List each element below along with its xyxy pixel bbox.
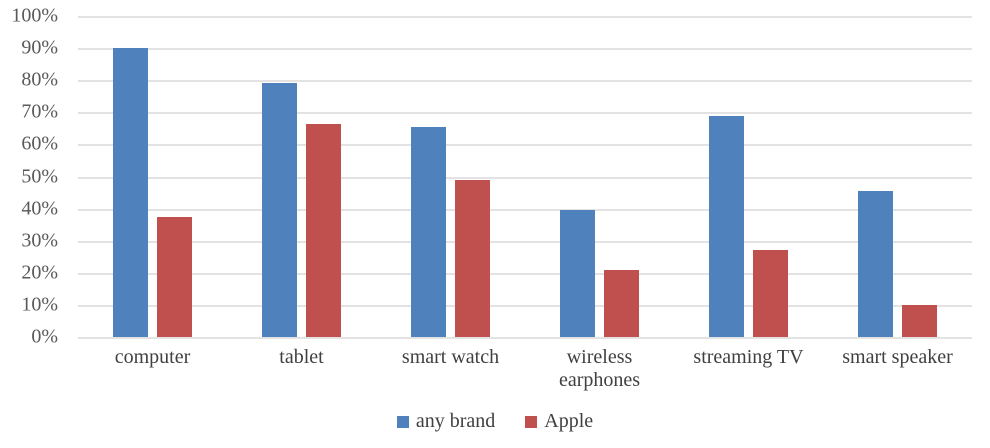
x-axis-category-label: computer <box>114 346 191 368</box>
legend: any brand Apple <box>0 410 990 433</box>
bar-Apple-streaming-TV <box>753 250 788 337</box>
x-axis-category-label: wireless earphones <box>558 346 641 391</box>
gridline <box>78 208 972 211</box>
bar-group-tablet <box>227 16 376 337</box>
x-axis-category-label: tablet <box>279 346 324 368</box>
gridline <box>78 144 972 147</box>
gridline <box>78 240 972 243</box>
y-axis-tick-label: 20% <box>21 261 58 284</box>
legend-label: any brand <box>415 410 496 432</box>
gridline <box>78 337 972 339</box>
bar-any-brand-wireless-earphones <box>560 210 595 337</box>
legend-swatch-icon <box>525 415 538 428</box>
bar-any-brand-computer <box>113 48 148 337</box>
legend-item-Apple: Apple <box>525 410 593 433</box>
y-axis-tick-label: 70% <box>21 100 58 123</box>
bars-layer <box>78 16 972 337</box>
legend-swatch-icon <box>396 415 409 428</box>
bar-group-computer <box>78 16 227 337</box>
x-axis-category-label: streaming TV <box>693 346 804 368</box>
bar-Apple-smart-speaker <box>902 304 937 337</box>
y-axis-tick-label: 80% <box>21 68 58 91</box>
bar-group-smart-speaker <box>823 16 972 337</box>
gridline <box>78 304 972 307</box>
legend-label: Apple <box>544 410 594 432</box>
y-axis-tick-label: 10% <box>21 293 58 316</box>
gridline <box>78 176 972 179</box>
bar-any-brand-tablet <box>262 83 297 337</box>
gridline <box>78 272 972 275</box>
bar-group-wireless-earphones <box>525 16 674 337</box>
gridline <box>78 80 972 83</box>
y-axis-tick-label: 40% <box>21 197 58 220</box>
bar-any-brand-smart-watch <box>411 126 446 337</box>
y-axis-tick-label: 60% <box>21 132 58 155</box>
x-axis-category-label: smart watch <box>401 346 500 368</box>
y-axis-tick-label: 90% <box>21 36 58 59</box>
bar-group-streaming-TV <box>674 16 823 337</box>
legend-item-any-brand: any brand <box>396 410 496 433</box>
gridline <box>78 16 972 18</box>
plot-area <box>78 16 972 339</box>
x-axis: computer tablet smart watch wireless earpho… <box>78 346 972 392</box>
y-axis-tick-label: 50% <box>21 165 58 187</box>
x-axis-category-label: smart speaker <box>842 346 953 368</box>
bar-Apple-smart-watch <box>455 179 490 337</box>
y-axis: 0% 10% 20% 30% 40% 50% 60% 70% 80% 90% 100% <box>0 5 60 348</box>
bar-Apple-wireless-earphones <box>604 269 639 337</box>
y-axis-tick-label: 0% <box>31 325 58 348</box>
bar-group-smart-watch <box>376 16 525 337</box>
gridline <box>78 112 972 115</box>
bar-any-brand-streaming-TV <box>709 115 744 337</box>
gridline <box>78 48 972 51</box>
bar-any-brand-smart-speaker <box>858 190 893 337</box>
bar-Apple-computer <box>157 216 192 337</box>
y-axis-tick-label: 100% <box>11 4 58 27</box>
bar-Apple-tablet <box>306 123 341 337</box>
y-axis-tick-label: 30% <box>21 229 58 252</box>
